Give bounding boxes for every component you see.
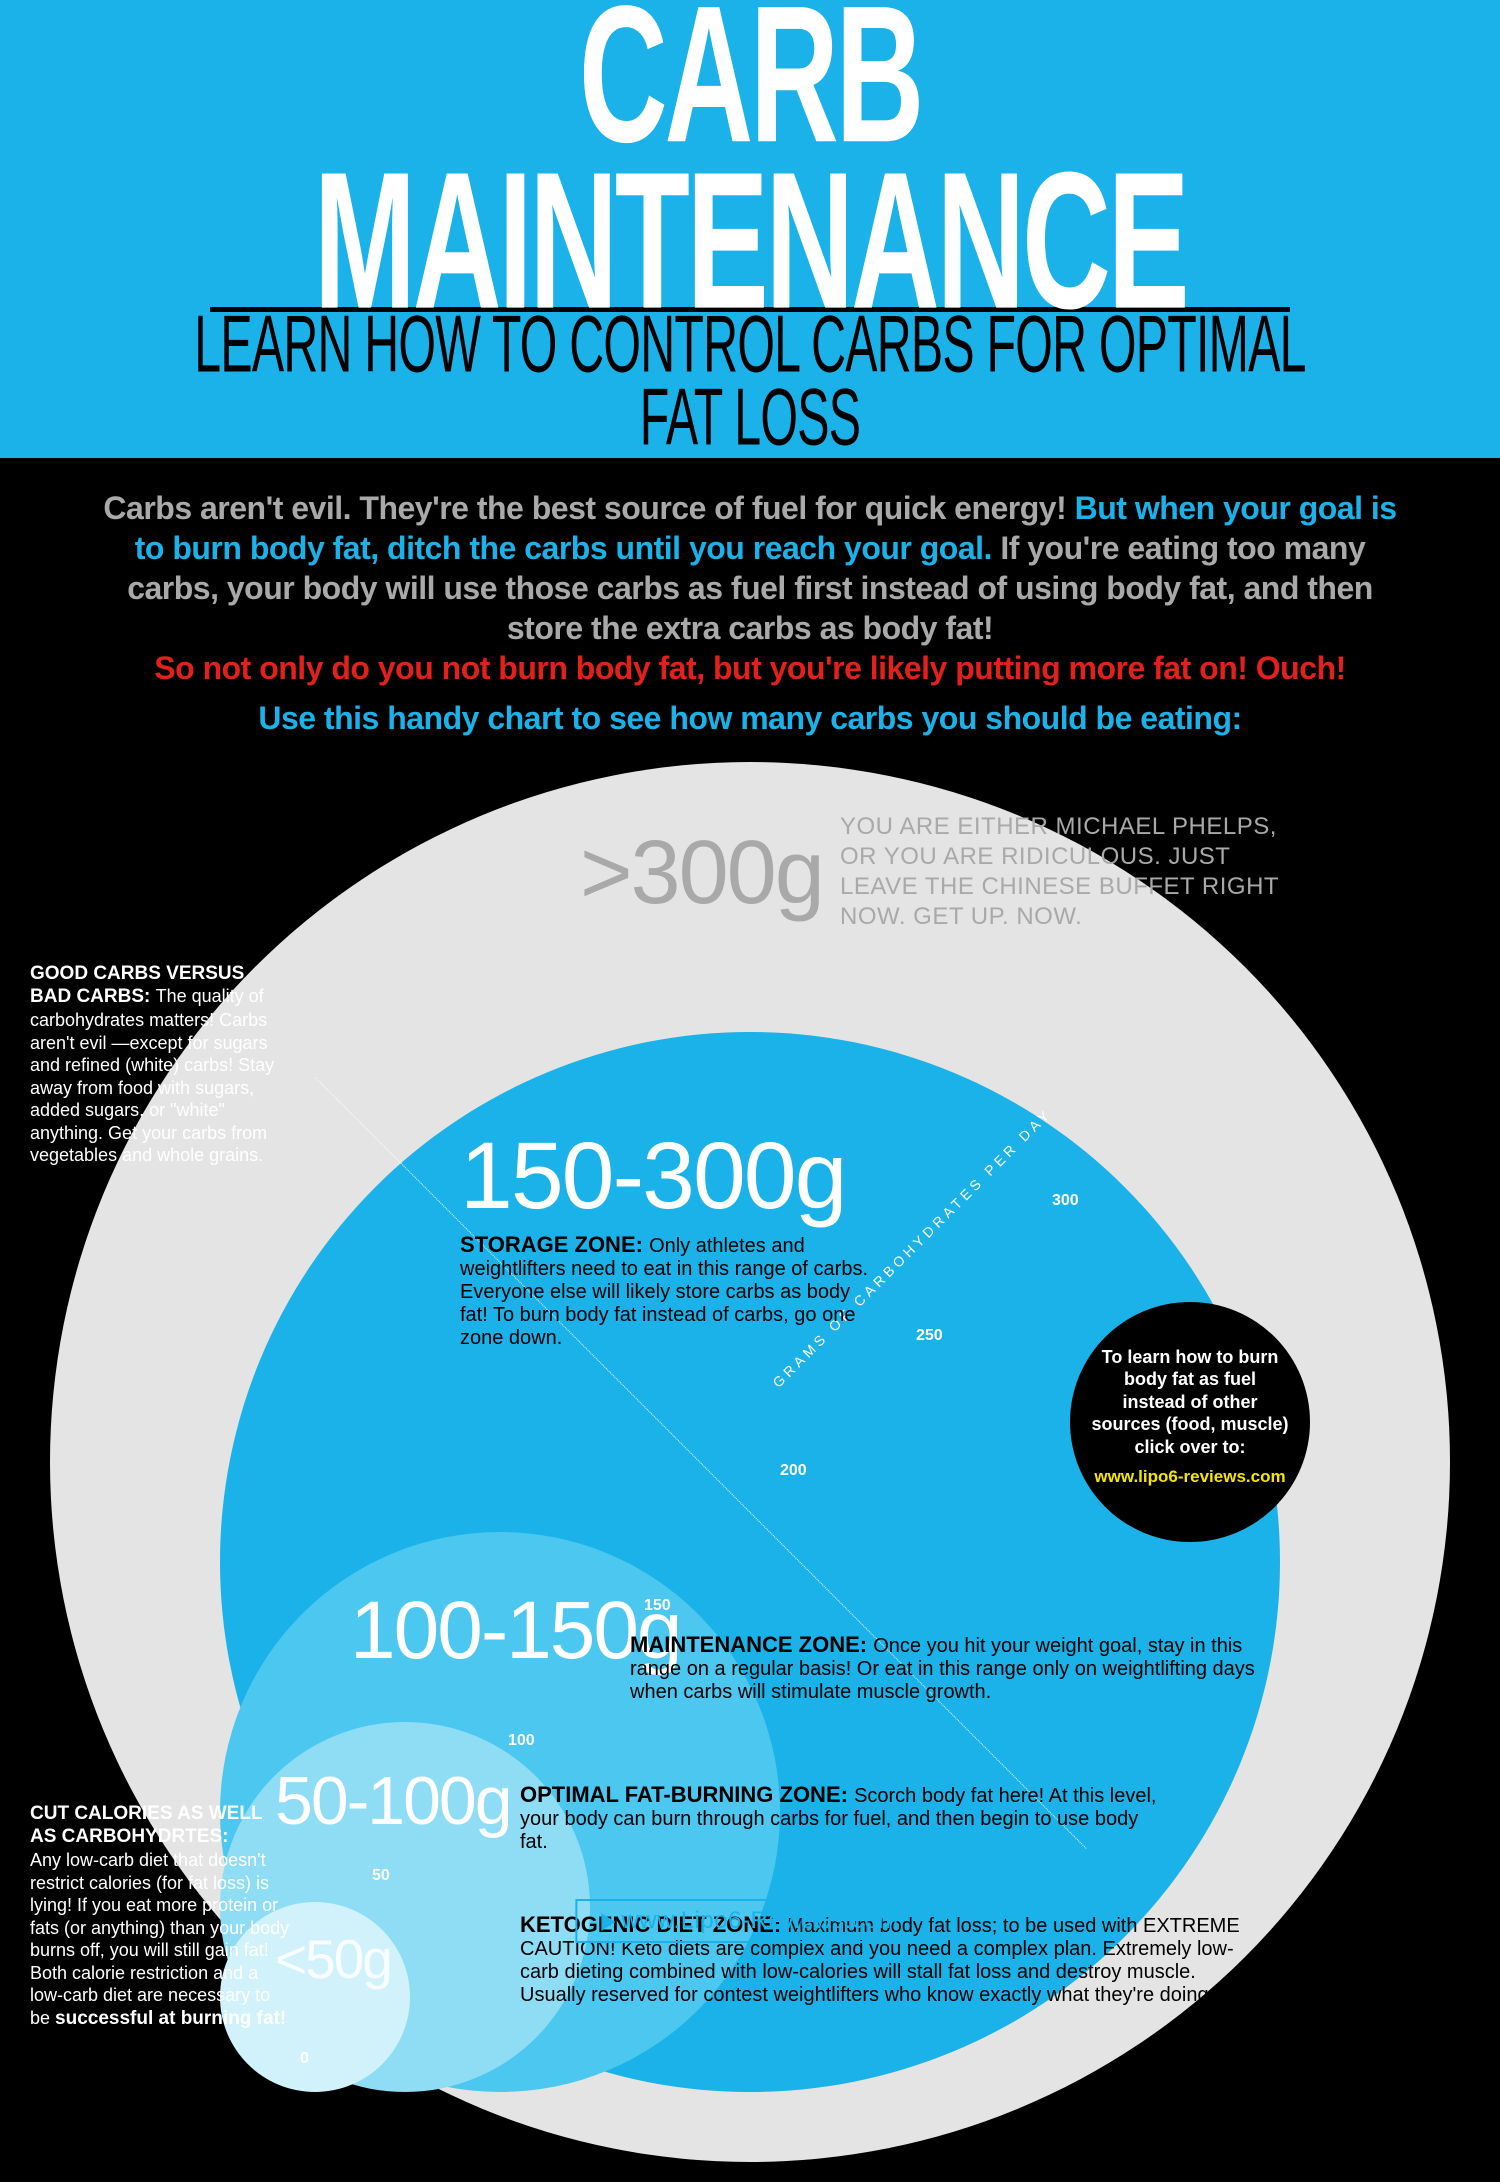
zone-range-keto: <50g [275, 1927, 391, 1991]
intro-block: Carbs aren't evil. They're the best sour… [0, 458, 1500, 762]
sidebar-good-carbs-body: The quality of carbohydrates matters! Ca… [30, 986, 274, 1165]
footer-link[interactable]: www.Lipo6-Reviews.com [575, 1899, 924, 1943]
zone-range-optimal: 50-100g [275, 1762, 511, 1840]
zone-head-storage: STORAGE ZONE: [460, 1232, 649, 1257]
tick-100: 100 [508, 1732, 535, 1750]
page-title: CARB MAINTENANCE [135, 0, 1365, 323]
zone-text-optimal: OPTIMAL FAT-BURNING ZONE: Scorch body fa… [520, 1782, 1160, 1854]
zone-text-over300: YOU ARE EITHER MICHAEL PHELPS, OR YOU AR… [840, 812, 1300, 932]
page-subtitle: LEARN HOW TO CONTROL CARBS FOR OPTIMAL F… [165, 309, 1335, 454]
tick-300: 300 [1052, 1192, 1079, 1210]
sidebar-cut-calories-body: Any low-carb diet that doesn't restrict … [30, 1850, 289, 2028]
zone-range-over300: >300g [580, 822, 823, 925]
zone-text-storage: STORAGE ZONE: Only athletes and weightli… [460, 1232, 880, 1350]
cta-url[interactable]: www.lipo6-reviews.com [1090, 1466, 1290, 1487]
chart-area: GRAMS OF CARBOHYDRATES PER DAY 0 50 100 … [0, 762, 1500, 2182]
zone-text-maintenance: MAINTENANCE ZONE: Once you hit your weig… [630, 1632, 1270, 1704]
sidebar-cut-calories: CUT CALORIES AS WELL AS CARBOHYDRTES: An… [30, 1802, 290, 2031]
intro-line-4: So not only do you not burn body fat, bu… [154, 650, 1345, 686]
header-band: CARB MAINTENANCE LEARN HOW TO CONTROL CA… [0, 0, 1500, 458]
intro-line-5: Use this handy chart to see how many car… [90, 698, 1410, 738]
footer-url: www.Lipo6-Reviews.com [621, 1907, 898, 1934]
play-icon [601, 1913, 615, 1931]
cta-text: To learn how to burn body fat as fuel in… [1091, 1347, 1288, 1457]
zone-range-storage: 150-300g [460, 1122, 845, 1231]
zone-head-optimal: OPTIMAL FAT-BURNING ZONE: [520, 1782, 854, 1807]
intro-line-1: Carbs aren't evil. They're the best sour… [103, 490, 1074, 526]
sidebar-cut-calories-head: CUT CALORIES AS WELL AS CARBOHYDRTES: [30, 1803, 262, 1848]
zone-head-maintenance: MAINTENANCE ZONE: [630, 1632, 873, 1657]
zone-body-over300: YOU ARE EITHER MICHAEL PHELPS, OR YOU AR… [840, 813, 1279, 930]
tick-0: 0 [300, 2050, 309, 2068]
tick-50: 50 [372, 1867, 390, 1885]
sidebar-good-carbs: GOOD CARBS VERSUS BAD CARBS: The quality… [30, 962, 290, 1167]
sidebar-cut-calories-tail: successful at burning fat! [55, 2008, 286, 2029]
tick-200: 200 [780, 1462, 807, 1480]
cta-circle[interactable]: To learn how to burn body fat as fuel in… [1070, 1302, 1310, 1542]
tick-250: 250 [916, 1327, 943, 1345]
